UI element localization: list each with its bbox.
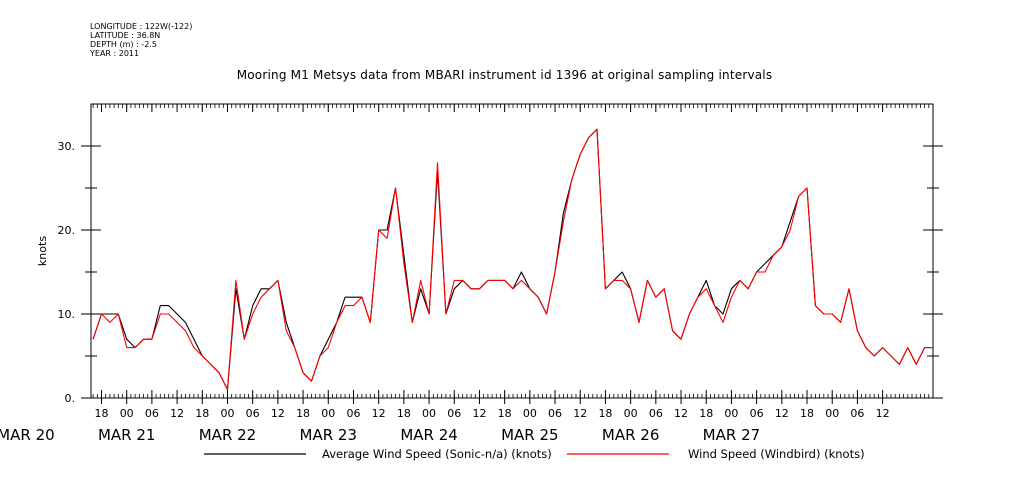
x-tick-label: 12 (472, 407, 486, 420)
x-tick-label: 12 (573, 407, 587, 420)
x-tick-label: 00 (523, 407, 537, 420)
latitude-text: LATITUDE : 36.8N (90, 31, 161, 40)
x-tick-label: 00 (825, 407, 839, 420)
x-tick-label: 06 (750, 407, 764, 420)
x-date-label: MAR 21 (98, 426, 155, 444)
plot-frame (90, 103, 934, 399)
x-tick-label: 18 (195, 407, 209, 420)
x-tick-label: 06 (145, 407, 159, 420)
x-tick-label: 06 (548, 407, 562, 420)
y-tick-label: 30. (58, 140, 76, 153)
year-text: YEAR : 2011 (90, 49, 140, 58)
metadata-block: LONGITUDE : 122W(-122) LATITUDE : 36.8N … (90, 22, 192, 58)
y-axis-label: knots (36, 236, 49, 266)
legend-label-windbird: Wind Speed (Windbird) (knots) (688, 447, 865, 461)
x-tick-label: 12 (170, 407, 184, 420)
x-tick-label: 18 (699, 407, 713, 420)
x-tick-label: 00 (422, 407, 436, 420)
x-tick-label: 06 (447, 407, 461, 420)
x-tick-label: 00 (724, 407, 738, 420)
legend-label-sonic: Average Wind Speed (Sonic-n/a) (knots) (322, 447, 552, 461)
x-date-label: MAR 25 (501, 426, 558, 444)
x-tick-label: 18 (94, 407, 108, 420)
x-tick-label: 06 (246, 407, 260, 420)
x-tick-label: 12 (372, 407, 386, 420)
y-tick-label: 10. (58, 308, 76, 321)
x-tick-label: 12 (775, 407, 789, 420)
x-tick-label: 18 (296, 407, 310, 420)
x-tick-label: 00 (220, 407, 234, 420)
series-line-windbird (92, 128, 933, 391)
x-date-label: MAR 23 (300, 426, 357, 444)
longitude-text: LONGITUDE : 122W(-122) (90, 22, 193, 31)
x-tick-label: 18 (397, 407, 411, 420)
x-tick-label: 06 (649, 407, 663, 420)
x-tick-label: 00 (624, 407, 638, 420)
x-tick-label: 12 (674, 407, 688, 420)
y-tick-label: 20. (58, 224, 76, 237)
x-date-label: MAR 22 (199, 426, 256, 444)
x-tick-label: 06 (850, 407, 864, 420)
x-date-label: MAR 24 (400, 426, 457, 444)
x-minor-ticks (92, 104, 934, 398)
x-date-label: MAR 27 (703, 426, 760, 444)
x-tick-label: 12 (876, 407, 890, 420)
x-tick-label: 06 (346, 407, 360, 420)
x-tick-label: 18 (498, 407, 512, 420)
x-tick-label: 00 (120, 407, 134, 420)
depth-text: DEPTH (m) : -2.5 (90, 40, 157, 49)
x-tick-label: 12 (271, 407, 285, 420)
chart-title: Mooring M1 Metsys data from MBARI instru… (236, 68, 773, 82)
x-tick-label: 00 (321, 407, 335, 420)
x-date-label: MAR 20 (0, 426, 55, 444)
x-date-label: MAR 26 (602, 426, 659, 444)
x-tick-label: 18 (800, 407, 814, 420)
y-tick-label: 0. (65, 392, 76, 405)
x-tick-label: 18 (598, 407, 612, 420)
series-line-sonic (92, 128, 933, 391)
